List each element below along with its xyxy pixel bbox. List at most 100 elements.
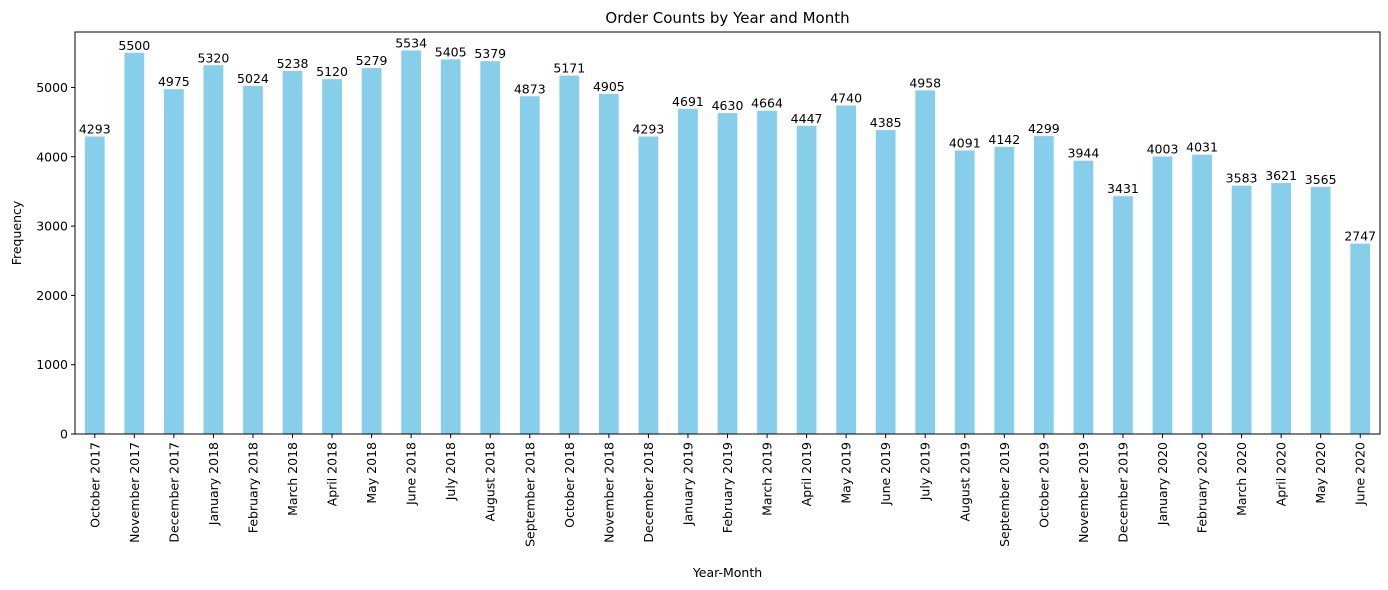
y-tick-label: 5000: [36, 80, 68, 95]
bar: [163, 89, 184, 435]
bar-value-label: 5279: [356, 53, 388, 68]
x-tick-label: June 2019: [878, 442, 893, 506]
bar: [757, 110, 777, 435]
bar-value-label: 5534: [395, 35, 427, 50]
x-tick-label: January 2018: [206, 442, 221, 526]
bar: [1073, 160, 1094, 434]
x-tick-label: May 2020: [1313, 442, 1328, 504]
y-tick-label: 1000: [36, 357, 68, 372]
x-tick-label: January 2020: [1155, 442, 1170, 526]
x-tick-label: June 2020: [1353, 442, 1368, 506]
bar-value-label: 5320: [198, 50, 230, 65]
bar: [1350, 243, 1371, 434]
y-tick-label: 0: [60, 427, 68, 442]
bar-value-label: 4142: [988, 132, 1020, 147]
bar: [954, 150, 975, 434]
bar: [915, 90, 936, 434]
x-axis-label: Year-Month: [692, 565, 762, 580]
bar-value-label: 4691: [672, 94, 704, 109]
bar-value-label: 3944: [1068, 146, 1100, 161]
bar-value-label: 4975: [158, 74, 190, 89]
x-tick-label: December 2017: [166, 442, 181, 543]
bar: [1271, 183, 1292, 434]
y-axis: 0 1000 2000 3000 4000 5000: [36, 80, 75, 442]
bar: [1152, 156, 1173, 434]
y-tick-label: 3000: [36, 219, 68, 234]
bar: [994, 146, 1015, 434]
x-tick-label: July 2019: [918, 442, 933, 501]
x-tick-label: March 2018: [285, 442, 300, 516]
bar-value-label: 5024: [237, 71, 269, 86]
x-tick-label: January 2019: [680, 442, 695, 526]
x-tick-label: May 2019: [839, 442, 854, 504]
bar-value-label: 3431: [1107, 181, 1139, 196]
bar: [598, 94, 619, 434]
x-tick-label: April 2019: [799, 442, 814, 506]
bar: [875, 130, 896, 434]
bar: [638, 136, 659, 434]
x-tick-label: May 2018: [364, 442, 379, 504]
x-tick-label: October 2019: [1036, 442, 1051, 528]
bar-value-label: 5171: [553, 61, 585, 76]
x-tick-label: September 2018: [522, 442, 537, 547]
bar-value-label: 5500: [118, 38, 150, 53]
bar-value-label: 4905: [593, 79, 625, 94]
bar-value-label: 3621: [1265, 168, 1297, 183]
x-tick-label: November 2017: [127, 442, 142, 543]
bar-value-label: 5405: [435, 44, 467, 59]
bar: [282, 70, 303, 434]
bar-value-label: 4003: [1147, 142, 1179, 157]
bar-value-label: 2747: [1344, 229, 1376, 244]
bar: [1192, 154, 1212, 435]
bar: [519, 96, 540, 435]
bar: [836, 105, 857, 434]
bar-value-label: 4873: [514, 81, 546, 96]
bar: [203, 65, 224, 434]
x-tick-label: August 2019: [957, 442, 972, 522]
bar-value-label: 5379: [474, 46, 506, 61]
y-tick-label: 2000: [36, 288, 68, 303]
bar: [717, 113, 738, 434]
bar: [322, 79, 342, 434]
bar: [84, 136, 105, 434]
value-labels-group: 4293 5500 4975 5320 5024 5238 5120 5279 5534 5405…: [79, 35, 1376, 243]
x-tick-label: October 2018: [562, 442, 577, 528]
bar-value-label: 4091: [949, 135, 981, 150]
x-tick-label: February 2018: [245, 442, 260, 533]
x-tick-label: April 2018: [325, 442, 340, 506]
bar: [678, 108, 698, 434]
bar: [1231, 185, 1252, 434]
bar-value-label: 4385: [870, 115, 902, 130]
bar-value-label: 4293: [633, 121, 665, 136]
bar: [1113, 196, 1133, 434]
bar: [361, 68, 382, 434]
chart-title: Order Counts by Year and Month: [605, 9, 849, 27]
x-tick-label: April 2020: [1274, 442, 1289, 506]
x-tick-label: February 2020: [1195, 442, 1210, 533]
bar: [1310, 186, 1331, 434]
bar: [559, 75, 580, 435]
bar-value-label: 4630: [712, 98, 744, 113]
x-tick-label: December 2019: [1115, 442, 1130, 543]
bar: [480, 61, 501, 434]
bar: [796, 125, 817, 435]
x-axis: October 2017 November 2017 December 2017 Ja…: [87, 434, 1368, 547]
bars-group: [84, 50, 1371, 435]
x-tick-label: July 2018: [443, 442, 458, 501]
bar-value-label: 4299: [1028, 121, 1060, 136]
x-tick-label: November 2019: [1076, 442, 1091, 543]
x-tick-label: November 2018: [601, 442, 616, 543]
bar: [440, 59, 461, 434]
bar: [401, 50, 422, 434]
x-tick-label: March 2020: [1234, 442, 1249, 516]
bar-value-label: 4958: [909, 75, 941, 90]
bar-value-label: 3583: [1226, 171, 1258, 186]
x-tick-label: February 2019: [720, 442, 735, 533]
bar-value-label: 4293: [79, 121, 111, 136]
y-tick-label: 4000: [36, 149, 68, 164]
x-tick-label: August 2018: [483, 442, 498, 522]
bar-value-label: 5120: [316, 64, 348, 79]
x-tick-label: October 2017: [87, 442, 102, 528]
plot-frame: [74, 31, 1381, 435]
